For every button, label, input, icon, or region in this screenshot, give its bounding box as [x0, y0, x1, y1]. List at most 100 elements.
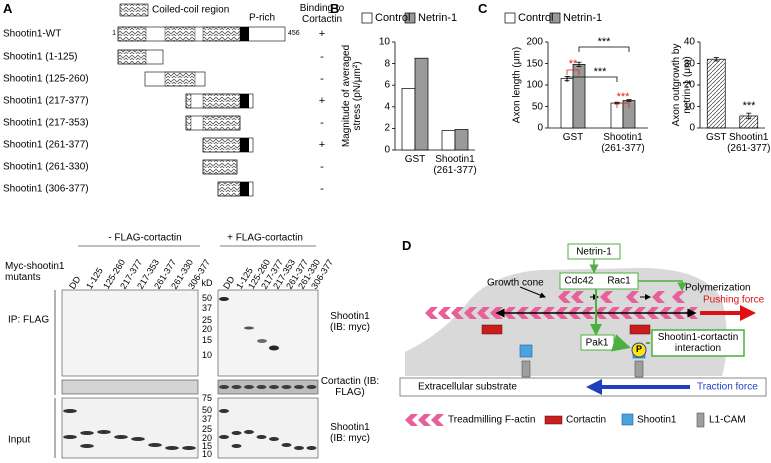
blot-band: [257, 339, 267, 343]
blot-band: [182, 446, 196, 450]
actin: [672, 291, 685, 303]
blot-band: [306, 446, 317, 450]
blot-band: [244, 430, 254, 434]
y-tick-label: 100: [526, 79, 543, 91]
legend-label: Cortactin: [566, 414, 607, 426]
blot-band: [231, 431, 242, 435]
construct-name: Shootin1 (217-377): [3, 95, 89, 107]
binding: -: [320, 182, 324, 195]
pushing-force: Pushing force: [703, 294, 765, 306]
coiled-coil: [217, 181, 241, 197]
significance: ***: [616, 90, 630, 103]
panel-label: A: [3, 0, 13, 16]
pak1: Pak1: [585, 337, 609, 348]
binding: -: [320, 72, 324, 85]
coiled-coil: [202, 93, 241, 109]
y-axis-label: Axon length (μm): [511, 46, 523, 124]
y-tick-label: 8: [384, 58, 390, 70]
residue: 1: [112, 30, 116, 38]
phospho: [631, 342, 647, 358]
cortactin: [629, 324, 651, 335]
blot-band: [131, 437, 145, 441]
blot-header: + FLAG-cortactin: [227, 232, 303, 244]
significance: **: [568, 57, 578, 70]
residue: 456: [288, 30, 300, 38]
significance: ***: [597, 35, 611, 48]
legend-coiled-coil: [119, 3, 149, 17]
p-rich: [240, 94, 249, 108]
x-tick-label: GST: [705, 132, 727, 143]
marker: 25: [201, 424, 213, 435]
y-tick-label: 40: [683, 36, 695, 48]
legend-label: Control: [518, 11, 554, 24]
kd: kD: [201, 278, 213, 289]
coiled-coil: [202, 137, 241, 153]
signal: [519, 286, 546, 298]
blot-band: [281, 443, 292, 447]
x-tick-label: GST: [404, 154, 426, 165]
blot-band: [219, 297, 229, 301]
l1-cam: [634, 360, 644, 378]
blot-band: [269, 437, 279, 441]
marker: 37: [201, 414, 213, 425]
blot-label: IP: FLAG: [8, 314, 50, 326]
legend-swatch: [504, 12, 516, 24]
blot-band: [97, 430, 111, 434]
legend-swatch: [361, 12, 373, 24]
blot-header: - FLAG-cortactin: [108, 232, 182, 244]
coiled-coil: [117, 49, 147, 65]
coiled-coil: [202, 159, 238, 175]
y-tick-label: 10: [378, 36, 390, 48]
binding: -: [320, 116, 324, 129]
y-tick-label: 0: [537, 122, 543, 134]
blot-label: Input: [8, 434, 31, 446]
x-tick-label: Shootin1 (261-377): [727, 132, 771, 154]
panel-label: C: [478, 0, 488, 16]
blot-band: [231, 385, 242, 389]
blot-band: [256, 385, 267, 389]
marker: 25: [201, 315, 213, 326]
construct-name: Shootin1 (306-377): [3, 183, 89, 195]
y-tick-label: 6: [384, 79, 390, 91]
legend-label: Netrin-1: [418, 11, 458, 24]
legend-label: Treadmilling F-actin: [448, 414, 536, 426]
marker: 75: [201, 393, 213, 404]
y-tick-label: 200: [526, 36, 543, 48]
cdc42: Cdc42: [564, 275, 594, 287]
blot-band: [294, 446, 304, 450]
coiled-coil: [202, 26, 241, 42]
y-tick-label: 20: [683, 79, 695, 91]
actin: [477, 307, 490, 319]
cortactin: [481, 324, 503, 335]
marker: 10: [201, 350, 213, 361]
blot-band: [306, 385, 317, 389]
blot-cortactin: [217, 379, 319, 395]
actin: [418, 414, 431, 426]
shootin1: [519, 344, 533, 358]
marker: 10: [201, 449, 213, 460]
y-tick-label: 2: [384, 122, 390, 134]
polymerization: Polymerization: [685, 282, 751, 294]
interaction-box: [651, 329, 745, 357]
marker: 15: [201, 441, 213, 452]
construct-name: Shootin1 (217-353): [3, 117, 89, 129]
construct-name: Shootin1 (1-125): [3, 51, 78, 63]
blot-band: [256, 435, 267, 439]
coiled-coil: [185, 115, 192, 131]
blot-band: [294, 385, 304, 389]
legend-text: P-rich: [248, 12, 276, 24]
actin: [431, 414, 444, 426]
phospho-label: P: [635, 344, 643, 355]
bar: [414, 57, 429, 151]
blot-band: [269, 385, 279, 389]
l1-cam: [521, 360, 531, 378]
p-rich: [240, 138, 249, 152]
marker: 37: [201, 303, 213, 314]
blot-band: [165, 446, 179, 450]
y-tick-label: 4: [384, 101, 390, 113]
y-tick-label: 150: [526, 58, 543, 69]
blot-cortactin: [61, 379, 199, 395]
binding: -: [320, 50, 324, 63]
blot-band: [231, 444, 242, 448]
